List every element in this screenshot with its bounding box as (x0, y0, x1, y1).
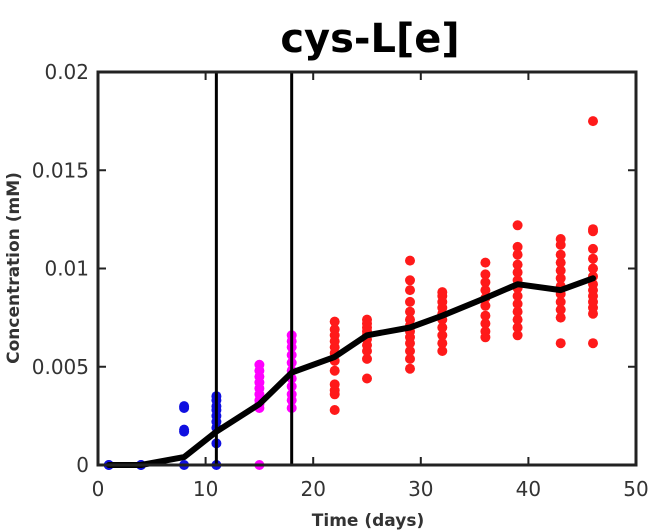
chart-title: cys-L[e] (280, 16, 459, 62)
data-point (405, 346, 415, 356)
data-point (405, 275, 415, 286)
x-tick-label: 10 (193, 477, 218, 501)
data-point (437, 346, 448, 356)
data-point (254, 359, 265, 370)
x-axis-label: Time (days) (312, 511, 424, 531)
data-point (512, 249, 523, 260)
data-point (362, 373, 372, 384)
x-tick-label: 40 (516, 477, 541, 501)
axis-ticks (97, 71, 637, 466)
data-point (555, 257, 566, 268)
data-point (588, 224, 598, 235)
data-point (480, 277, 491, 288)
data-point (405, 255, 415, 266)
data-point (437, 322, 448, 333)
x-tick-label: 50 (623, 477, 648, 501)
data-point (480, 300, 491, 311)
data-point (329, 316, 340, 327)
data-point (588, 338, 598, 349)
data-point (329, 405, 340, 415)
x-tick-label: 0 (92, 477, 105, 501)
data-point (480, 326, 491, 337)
data-point (512, 291, 523, 301)
data-point (555, 234, 566, 244)
y-tick-label: 0.02 (44, 60, 89, 84)
data-point (555, 338, 566, 349)
mean-line (105, 275, 596, 468)
data-point (480, 318, 491, 329)
data-point (512, 322, 523, 333)
data-point (512, 330, 523, 341)
data-point (405, 306, 415, 317)
data-point (555, 273, 566, 284)
data-point (588, 253, 598, 264)
data-point (405, 314, 415, 325)
data-point (329, 379, 340, 390)
data-point (512, 306, 523, 317)
data-point (405, 285, 415, 296)
data-point (179, 401, 190, 412)
y-axis-label: Concentration (mM) (4, 172, 24, 364)
data-point (480, 310, 491, 321)
data-point (588, 116, 598, 127)
x-tick-label: 20 (300, 477, 325, 501)
plot-area (96, 70, 638, 470)
data-point (512, 267, 523, 278)
data-point (437, 330, 448, 341)
y-tick-label: 0 (76, 453, 89, 477)
data-point (329, 365, 340, 376)
y-axis-tick-labels: 0 0.005 0.01 0.015 0.02 (32, 60, 89, 477)
x-tick-label: 30 (408, 477, 433, 501)
data-point (179, 424, 190, 435)
data-point (588, 243, 598, 254)
data-point (405, 363, 415, 374)
data-point (362, 353, 372, 364)
data-point (588, 263, 598, 274)
data-point (329, 324, 340, 335)
data-point (555, 249, 566, 260)
data-point (512, 259, 523, 270)
data-point (512, 298, 523, 309)
data-point (437, 338, 448, 349)
data-point (555, 265, 566, 276)
data-point (480, 285, 491, 296)
data-point (437, 287, 448, 298)
data-point (362, 314, 372, 325)
y-tick-label: 0.015 (32, 158, 89, 182)
data-marks (103, 116, 598, 470)
y-tick-label: 0.01 (44, 257, 89, 281)
data-point (555, 312, 566, 323)
data-point (480, 257, 491, 268)
data-point (480, 269, 491, 280)
x-axis-tick-labels: 0 10 20 30 40 50 (92, 477, 649, 501)
data-point (555, 296, 566, 307)
data-point (405, 353, 415, 364)
data-point (512, 241, 523, 252)
data-point (512, 220, 523, 231)
data-point (512, 314, 523, 325)
data-point (405, 296, 415, 307)
phase-boundary-lines (214, 72, 294, 465)
y-tick-label: 0.005 (32, 355, 89, 379)
data-point (555, 304, 566, 315)
plot-frame (96, 70, 638, 467)
